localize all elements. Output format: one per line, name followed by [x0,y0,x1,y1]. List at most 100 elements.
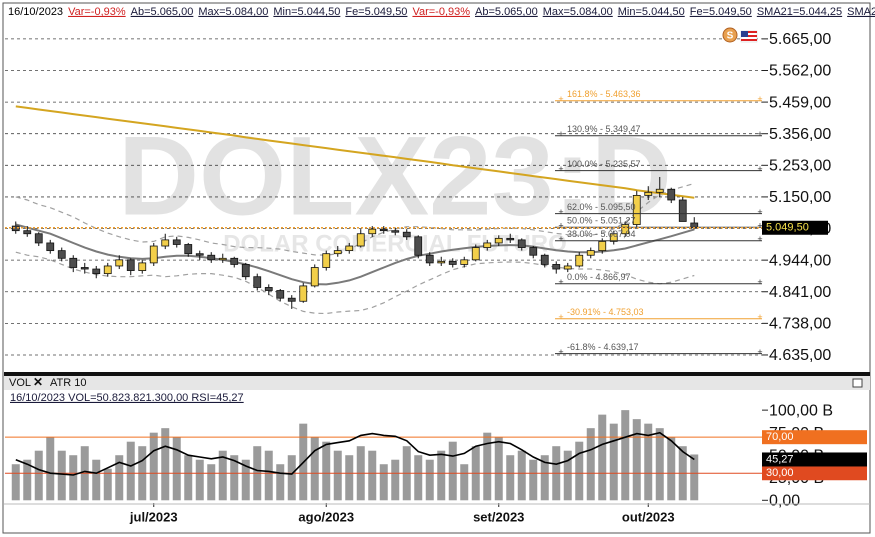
candle-body [11,225,20,232]
volume-bar [333,450,342,501]
candle-body [586,250,595,256]
volume-bar [218,450,227,501]
volume-bar [437,450,446,501]
candle-body [207,254,216,261]
candle-body [241,264,250,278]
candle-body [322,253,331,268]
candle-body [494,237,503,244]
volume-bar [161,428,170,501]
candle-body [138,262,147,271]
volume-bar [264,450,273,501]
volume-bar [460,464,469,501]
tab-atr[interactable]: ATR 10 [50,377,86,389]
volume-bar [425,459,434,501]
candle-body [609,233,618,242]
volume-header: 16/10/2023 VOL=50.823.821.300,00 RSI=45,… [10,392,244,404]
candle-body [437,260,446,264]
volume-bar [575,441,584,501]
sma200-line [15,105,695,199]
y-tick-label: 5.253,00 [769,158,831,175]
y-tick-label: 4.738,00 [769,316,831,333]
volume-bar [655,428,664,501]
candle-body [563,265,572,270]
header-item: Min=5.044,50 [273,6,340,18]
fib-marker: + [558,277,563,287]
candle-body [471,247,480,261]
volume-bar [644,423,653,501]
header-item: Ab=5.065,00 [475,6,538,18]
candle-body [103,265,112,275]
label-layer: 16/10/2023 Var=-0,93% Ab=5.065,00 Max=5.084… [8,6,875,525]
fib-label: 161.8% - 5.463,36 [567,89,641,99]
header-item: Var=-0,93% [412,6,470,18]
volume-bar [149,432,158,501]
volume-bar [34,450,43,501]
candle-body [264,287,273,291]
volume-bar [172,437,181,501]
candle-body [621,224,630,235]
volume-bar [92,459,101,501]
y-tick-label: 5.150,00 [769,189,831,206]
rsi-level-box [762,466,867,481]
candle-body [92,268,101,275]
candle-body [356,233,365,247]
volume-bar [483,432,492,501]
fib-label: -30.91% - 4.753,03 [567,307,644,317]
volume-bar [11,464,20,501]
tab-close[interactable]: ✕ [33,375,43,389]
candle-body [218,257,227,261]
header-item: Var=-0,93% [68,6,126,18]
volume-bar [448,441,457,501]
fib-marker: + [558,129,563,139]
candle-body [345,245,354,252]
fib-label: -61.8% - 4.639,17 [567,342,639,352]
fib-label: 50.0% - 5.051,27 [567,216,636,226]
volume-bar [115,455,124,501]
volume-bar [230,455,239,501]
candle-body [69,257,78,268]
volume-bar [241,459,250,501]
candle-body [195,253,204,256]
header-item: Min=5.044,50 [618,6,685,18]
volume-bar [379,464,388,501]
header-item: Ab=5.065,00 [131,6,194,18]
candle-body [57,250,66,259]
candle-body [149,245,158,264]
rsi-level-box [762,430,867,445]
volume-bar [310,437,319,501]
candle-body [115,259,124,267]
fib-marker: + [558,234,563,244]
candle-body [172,239,181,245]
volume-bar [621,410,630,501]
maximize-button[interactable] [852,378,863,388]
volume-bar [540,455,549,501]
last-price-box [762,220,828,235]
y-tick-label: 5.459,00 [769,94,831,111]
tab-vol[interactable]: VOL [9,377,31,389]
bollinger-lower [15,251,695,315]
volume-bar [322,441,331,501]
candle-body [632,194,641,225]
volume-bar [586,428,595,501]
y-tick-label: 4.841,00 [769,284,831,301]
header-item: 16/10/2023 [8,6,63,18]
x-tick-label: jul/2023 [129,509,178,524]
volume-bar [57,450,66,501]
y-tick-label: 4.635,00 [769,347,831,364]
candle-body [402,231,411,238]
volume-bar [494,437,503,501]
candle-body [230,257,239,265]
volume-bar [276,464,285,501]
volume-bar [368,450,377,501]
header-item: Max=5.084,00 [198,6,268,18]
y-tick-label: 100,00 B [769,402,833,419]
volume-bar [609,423,618,501]
rsi-last-label: 45,27 [766,453,794,465]
mark-layer: + + + + + + + + + + + + + + + + + + [5,94,763,501]
fib-marker: + [757,234,762,244]
x-tick-label: out/2023 [622,509,675,524]
volume-bar [414,455,423,501]
candle-body [575,254,584,267]
